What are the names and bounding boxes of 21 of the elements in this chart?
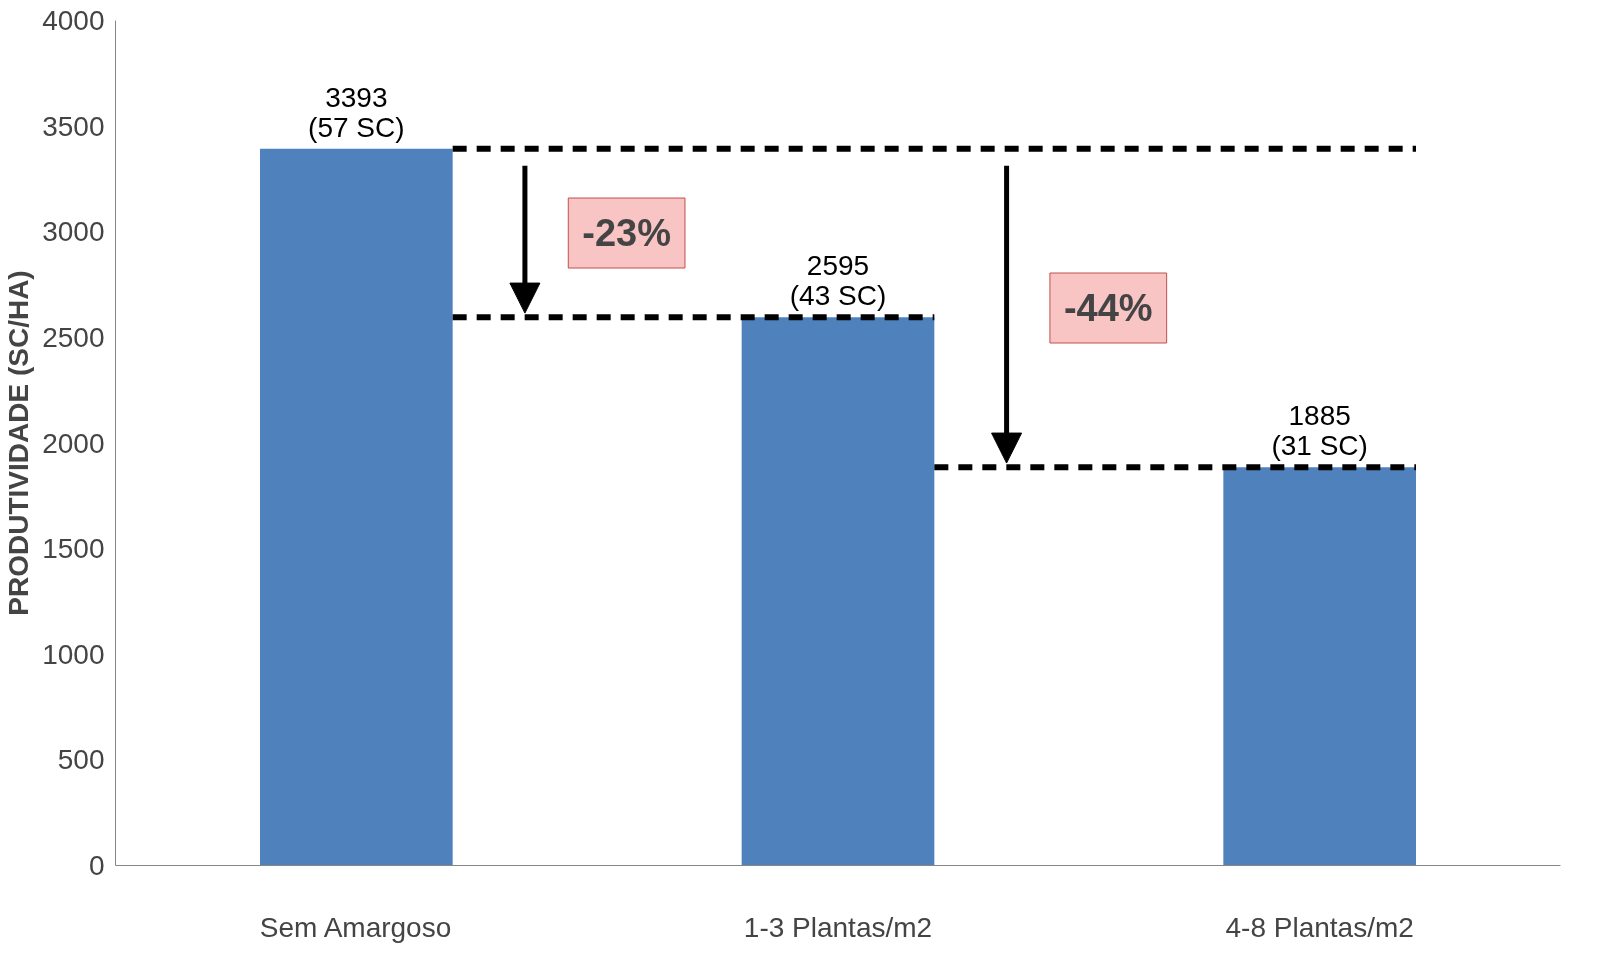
x-tick-label: 1-3 Plantas/m2 [743,911,933,943]
data-label: 1885 (31 SC) [1271,400,1368,462]
y-tick-label: 0 [88,850,105,881]
y-tick-label: 2500 [42,321,105,353]
y-tick-label: 1000 [42,638,105,670]
data-label: 3393 (57 SC) [308,81,405,143]
y-tick-label: 3500 [42,110,105,142]
annotation: -23% [582,212,671,255]
annotation: -44% [1063,287,1153,330]
x-tick-label: 4-8 Plantas/m2 [1225,911,1414,943]
y-tick-label: 2000 [42,427,105,459]
y-tick-label: 500 [57,744,105,776]
y-tick-label: 4000 [42,5,105,36]
bar [741,317,935,866]
y-axis-title: PRODUTIVIDADE (SC/HA) [3,270,35,616]
x-tick-label: Sem Amargoso [259,911,452,943]
y-tick-label: 3000 [42,216,105,248]
bar [1223,467,1416,866]
data-label: 2595 (43 SC) [789,250,887,312]
bar [260,148,453,866]
y-tick-label: 1500 [42,533,105,565]
